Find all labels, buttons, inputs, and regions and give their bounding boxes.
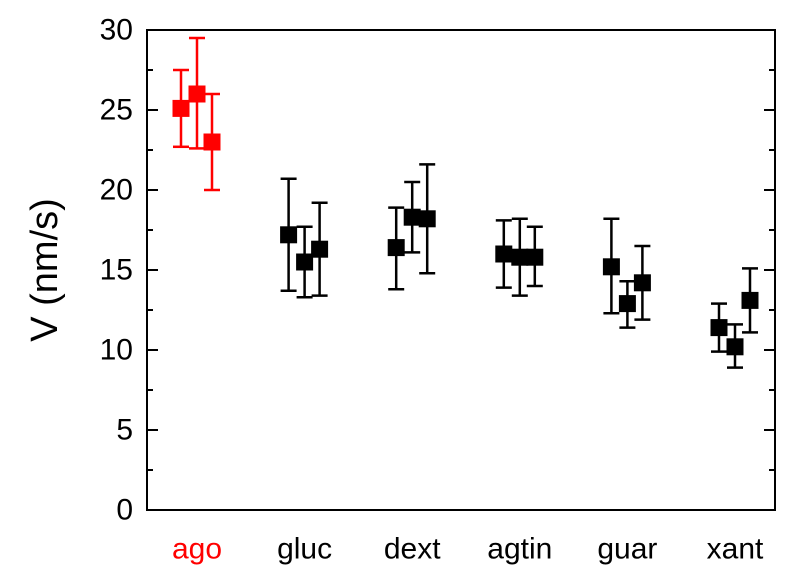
- data-point-square: [526, 248, 544, 266]
- data-point-square: [618, 295, 636, 313]
- data-point-square: [280, 226, 298, 244]
- data-point-square: [188, 85, 206, 103]
- data-point-square: [172, 99, 190, 117]
- data-point-square: [741, 291, 759, 309]
- x-axis-category-labels: ago gluc dext agtin guar xant: [172, 533, 764, 566]
- data-point-square: [633, 274, 651, 292]
- y-axis-label: V (nm/s): [24, 198, 66, 342]
- data-point-square: [602, 258, 620, 276]
- y-tick-label: 10: [100, 334, 133, 367]
- x-category-label: xant: [707, 533, 764, 566]
- y-tick-label: 25: [100, 94, 133, 127]
- data-point-square: [726, 338, 744, 356]
- data-point-square: [403, 208, 421, 226]
- x-category-label: ago: [172, 533, 222, 566]
- plot-frame: [146, 29, 776, 511]
- x-category-label: guar: [597, 533, 657, 566]
- data-point-square: [296, 253, 314, 271]
- data-point-square: [387, 239, 405, 257]
- y-tick-label: 5: [116, 414, 133, 447]
- x-category-label: gluc: [277, 533, 332, 566]
- y-tick-label: 15: [100, 254, 133, 287]
- y-axis-ticks: 0 5 10 15 20 25 30: [100, 14, 775, 527]
- data-point-square: [511, 248, 529, 266]
- y-tick-label: 20: [100, 174, 133, 207]
- data-point-square: [495, 245, 513, 263]
- data-point-square: [418, 210, 436, 228]
- x-category-label: dext: [384, 533, 441, 566]
- data-point-square: [311, 240, 329, 258]
- y-tick-label: 30: [100, 14, 133, 47]
- data-point-square: [203, 133, 221, 151]
- y-tick-label: 0: [116, 494, 133, 527]
- data-marks: [172, 36, 759, 369]
- x-category-label: agtin: [487, 533, 552, 566]
- data-point-square: [710, 319, 728, 337]
